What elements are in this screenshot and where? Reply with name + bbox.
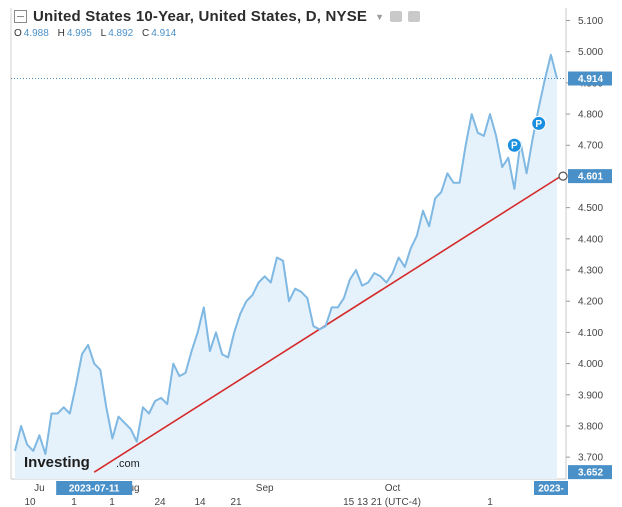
ohlc-close-key: C xyxy=(142,28,150,39)
bottom-strip-label: 21 xyxy=(230,497,242,507)
price-tick-label: 5.000 xyxy=(578,47,603,58)
price-tick-label: 4.700 xyxy=(578,141,603,152)
time-tick-label: Oct xyxy=(385,483,401,494)
end-date-tag-bg xyxy=(534,481,568,495)
price-tick-label: 4.000 xyxy=(578,359,603,370)
chart-title: United States 10-Year, United States, D,… xyxy=(33,8,368,25)
time-tick-label: Ju xyxy=(34,483,45,494)
last-price-tag-bg xyxy=(568,71,612,86)
last-price-tag: 4.914 xyxy=(578,74,603,85)
trendline-handle xyxy=(558,171,568,181)
price-tick-label: 4.900 xyxy=(578,78,603,89)
ohlc-open-key: O xyxy=(14,28,22,39)
price-tick-label: 5.100 xyxy=(578,16,603,27)
bottom-strip-label: 1 xyxy=(487,497,493,507)
gear-icon[interactable] xyxy=(408,11,421,22)
price-tick-label: 4.800 xyxy=(578,110,603,121)
settings-icon[interactable] xyxy=(390,11,403,22)
ohlc-low-value: 4.892 xyxy=(108,28,134,39)
time-tick-label: Aug xyxy=(122,483,140,494)
price-tick-label: 3.700 xyxy=(578,453,603,464)
price-tick-label: 3.800 xyxy=(578,421,603,432)
price-tick-label: 4.300 xyxy=(578,266,603,277)
ohlc-readout: O 4.988 H 4.995 L 4.892 C 4.914 xyxy=(14,28,182,39)
event-marker-label: P xyxy=(511,141,518,152)
ohlc-high-value: 4.995 xyxy=(66,28,92,39)
bottom-strip-label: 14 xyxy=(194,497,206,507)
price-line xyxy=(14,53,558,455)
bottom-strip-label: 15 13 21 (UTC-4) xyxy=(343,497,421,507)
bottom-strip-label: 10 xyxy=(24,497,36,507)
price-tick-label: 4.200 xyxy=(578,297,603,308)
end-date-tag: 2023- xyxy=(538,484,564,495)
bottom-strip-label: 24 xyxy=(154,497,166,507)
ohlc-high-key: H xyxy=(57,28,65,39)
trendline-price-tag-bg xyxy=(568,169,612,184)
bottom-strip-label: 1 xyxy=(109,497,115,507)
event-marker xyxy=(506,137,522,153)
price-tick-label: 3.900 xyxy=(578,390,603,401)
price-tick-label: 4.600 xyxy=(578,172,603,183)
price-tick-label: 4.100 xyxy=(578,328,603,339)
ohlc-open-value: 4.988 xyxy=(23,28,49,39)
time-tick-label: Sep xyxy=(256,483,274,494)
investing-logo: Investing xyxy=(24,454,90,471)
low-price-tag-bg xyxy=(568,465,612,480)
title-bar: United States 10-Year, United States, D,… xyxy=(14,8,421,25)
price-tick-label: 4.500 xyxy=(578,203,603,214)
start-date-tag-bg xyxy=(56,481,133,495)
bottom-strip-label: 1 xyxy=(71,497,77,507)
collapse-icon[interactable] xyxy=(14,10,27,23)
start-date-tag: 2023-07-11 xyxy=(69,484,120,495)
low-price-tag: 3.652 xyxy=(578,468,603,479)
trendline-price-tag: 4.601 xyxy=(578,172,603,183)
event-marker-label: P xyxy=(535,119,542,130)
ohlc-low-key: L xyxy=(100,28,107,39)
ohlc-close-value: 4.914 xyxy=(151,28,177,39)
chevron-down-icon[interactable]: ▼ xyxy=(375,11,385,22)
event-marker xyxy=(531,115,547,131)
trendline xyxy=(93,175,562,473)
price-tick-label: 4.400 xyxy=(578,234,603,245)
investing-logo-domain: .com xyxy=(116,458,140,470)
price-area xyxy=(15,54,557,480)
